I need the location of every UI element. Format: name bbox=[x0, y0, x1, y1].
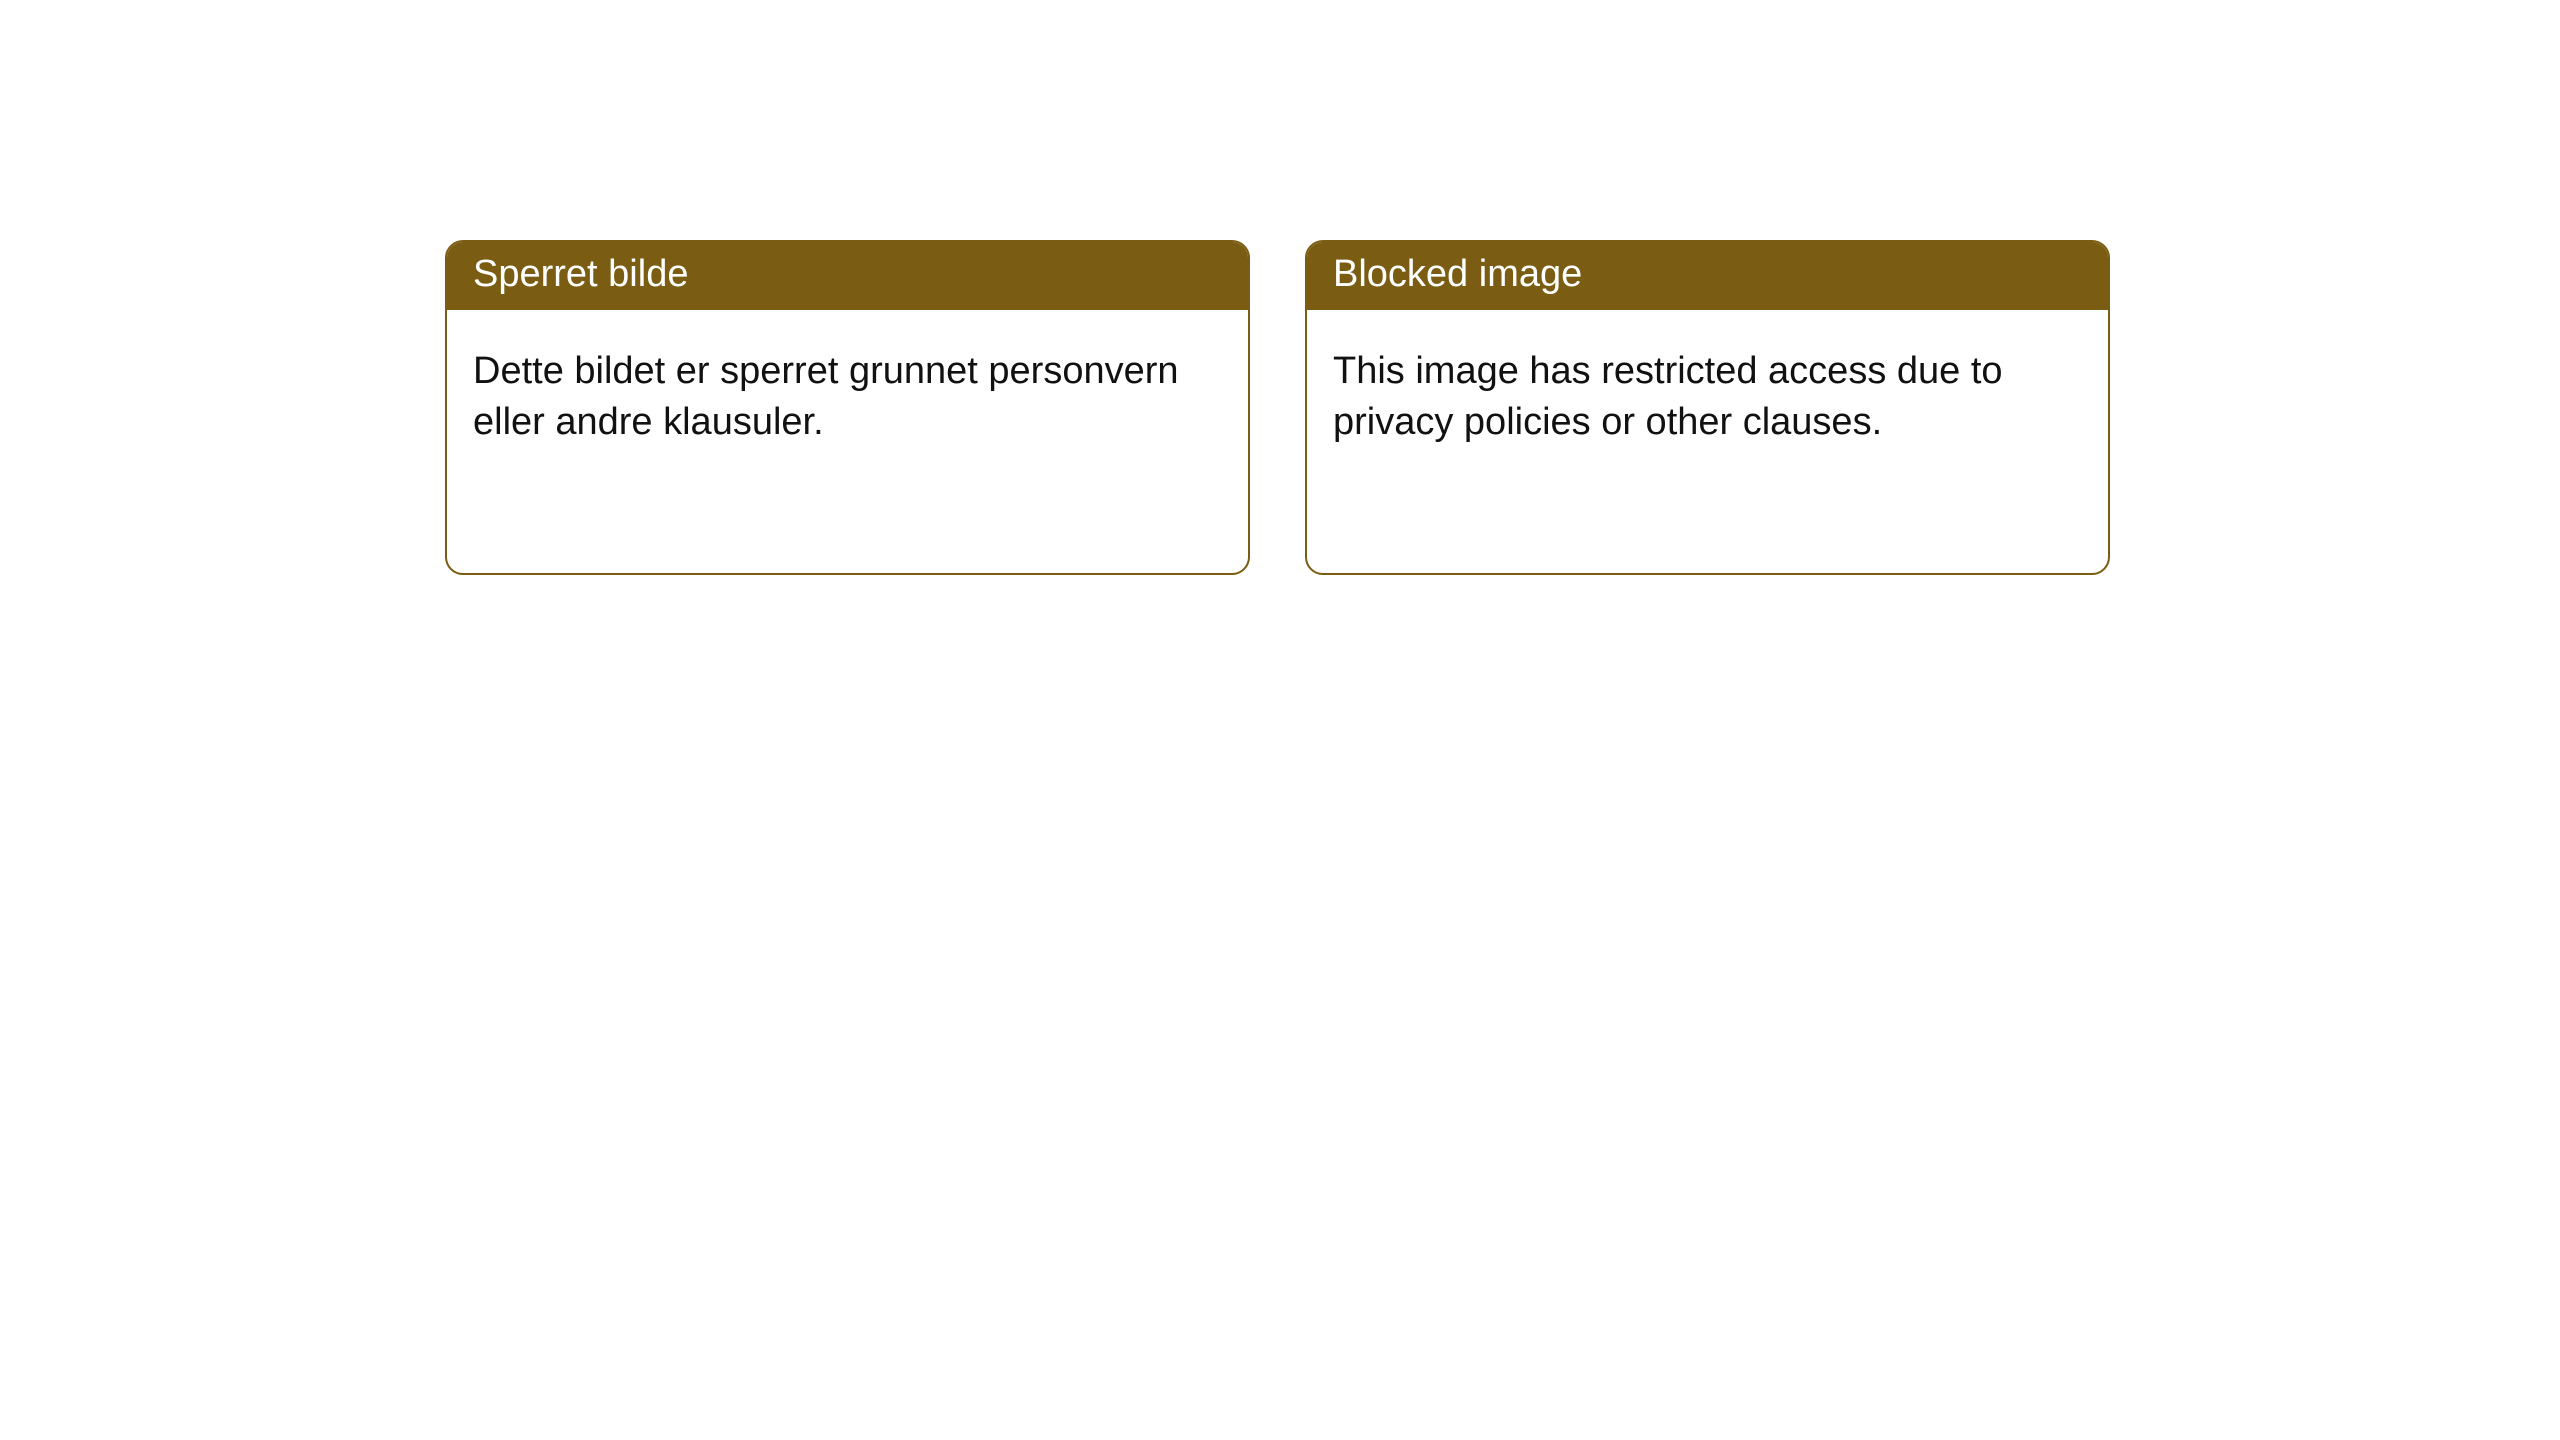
notice-header-right: Blocked image bbox=[1307, 242, 2108, 310]
notice-header-left: Sperret bilde bbox=[447, 242, 1248, 310]
notice-body-left: Dette bildet er sperret grunnet personve… bbox=[447, 310, 1248, 475]
notice-box-right: Blocked image This image has restricted … bbox=[1305, 240, 2110, 575]
notice-container: Sperret bilde Dette bildet er sperret gr… bbox=[0, 0, 2560, 575]
notice-body-right: This image has restricted access due to … bbox=[1307, 310, 2108, 475]
notice-box-left: Sperret bilde Dette bildet er sperret gr… bbox=[445, 240, 1250, 575]
